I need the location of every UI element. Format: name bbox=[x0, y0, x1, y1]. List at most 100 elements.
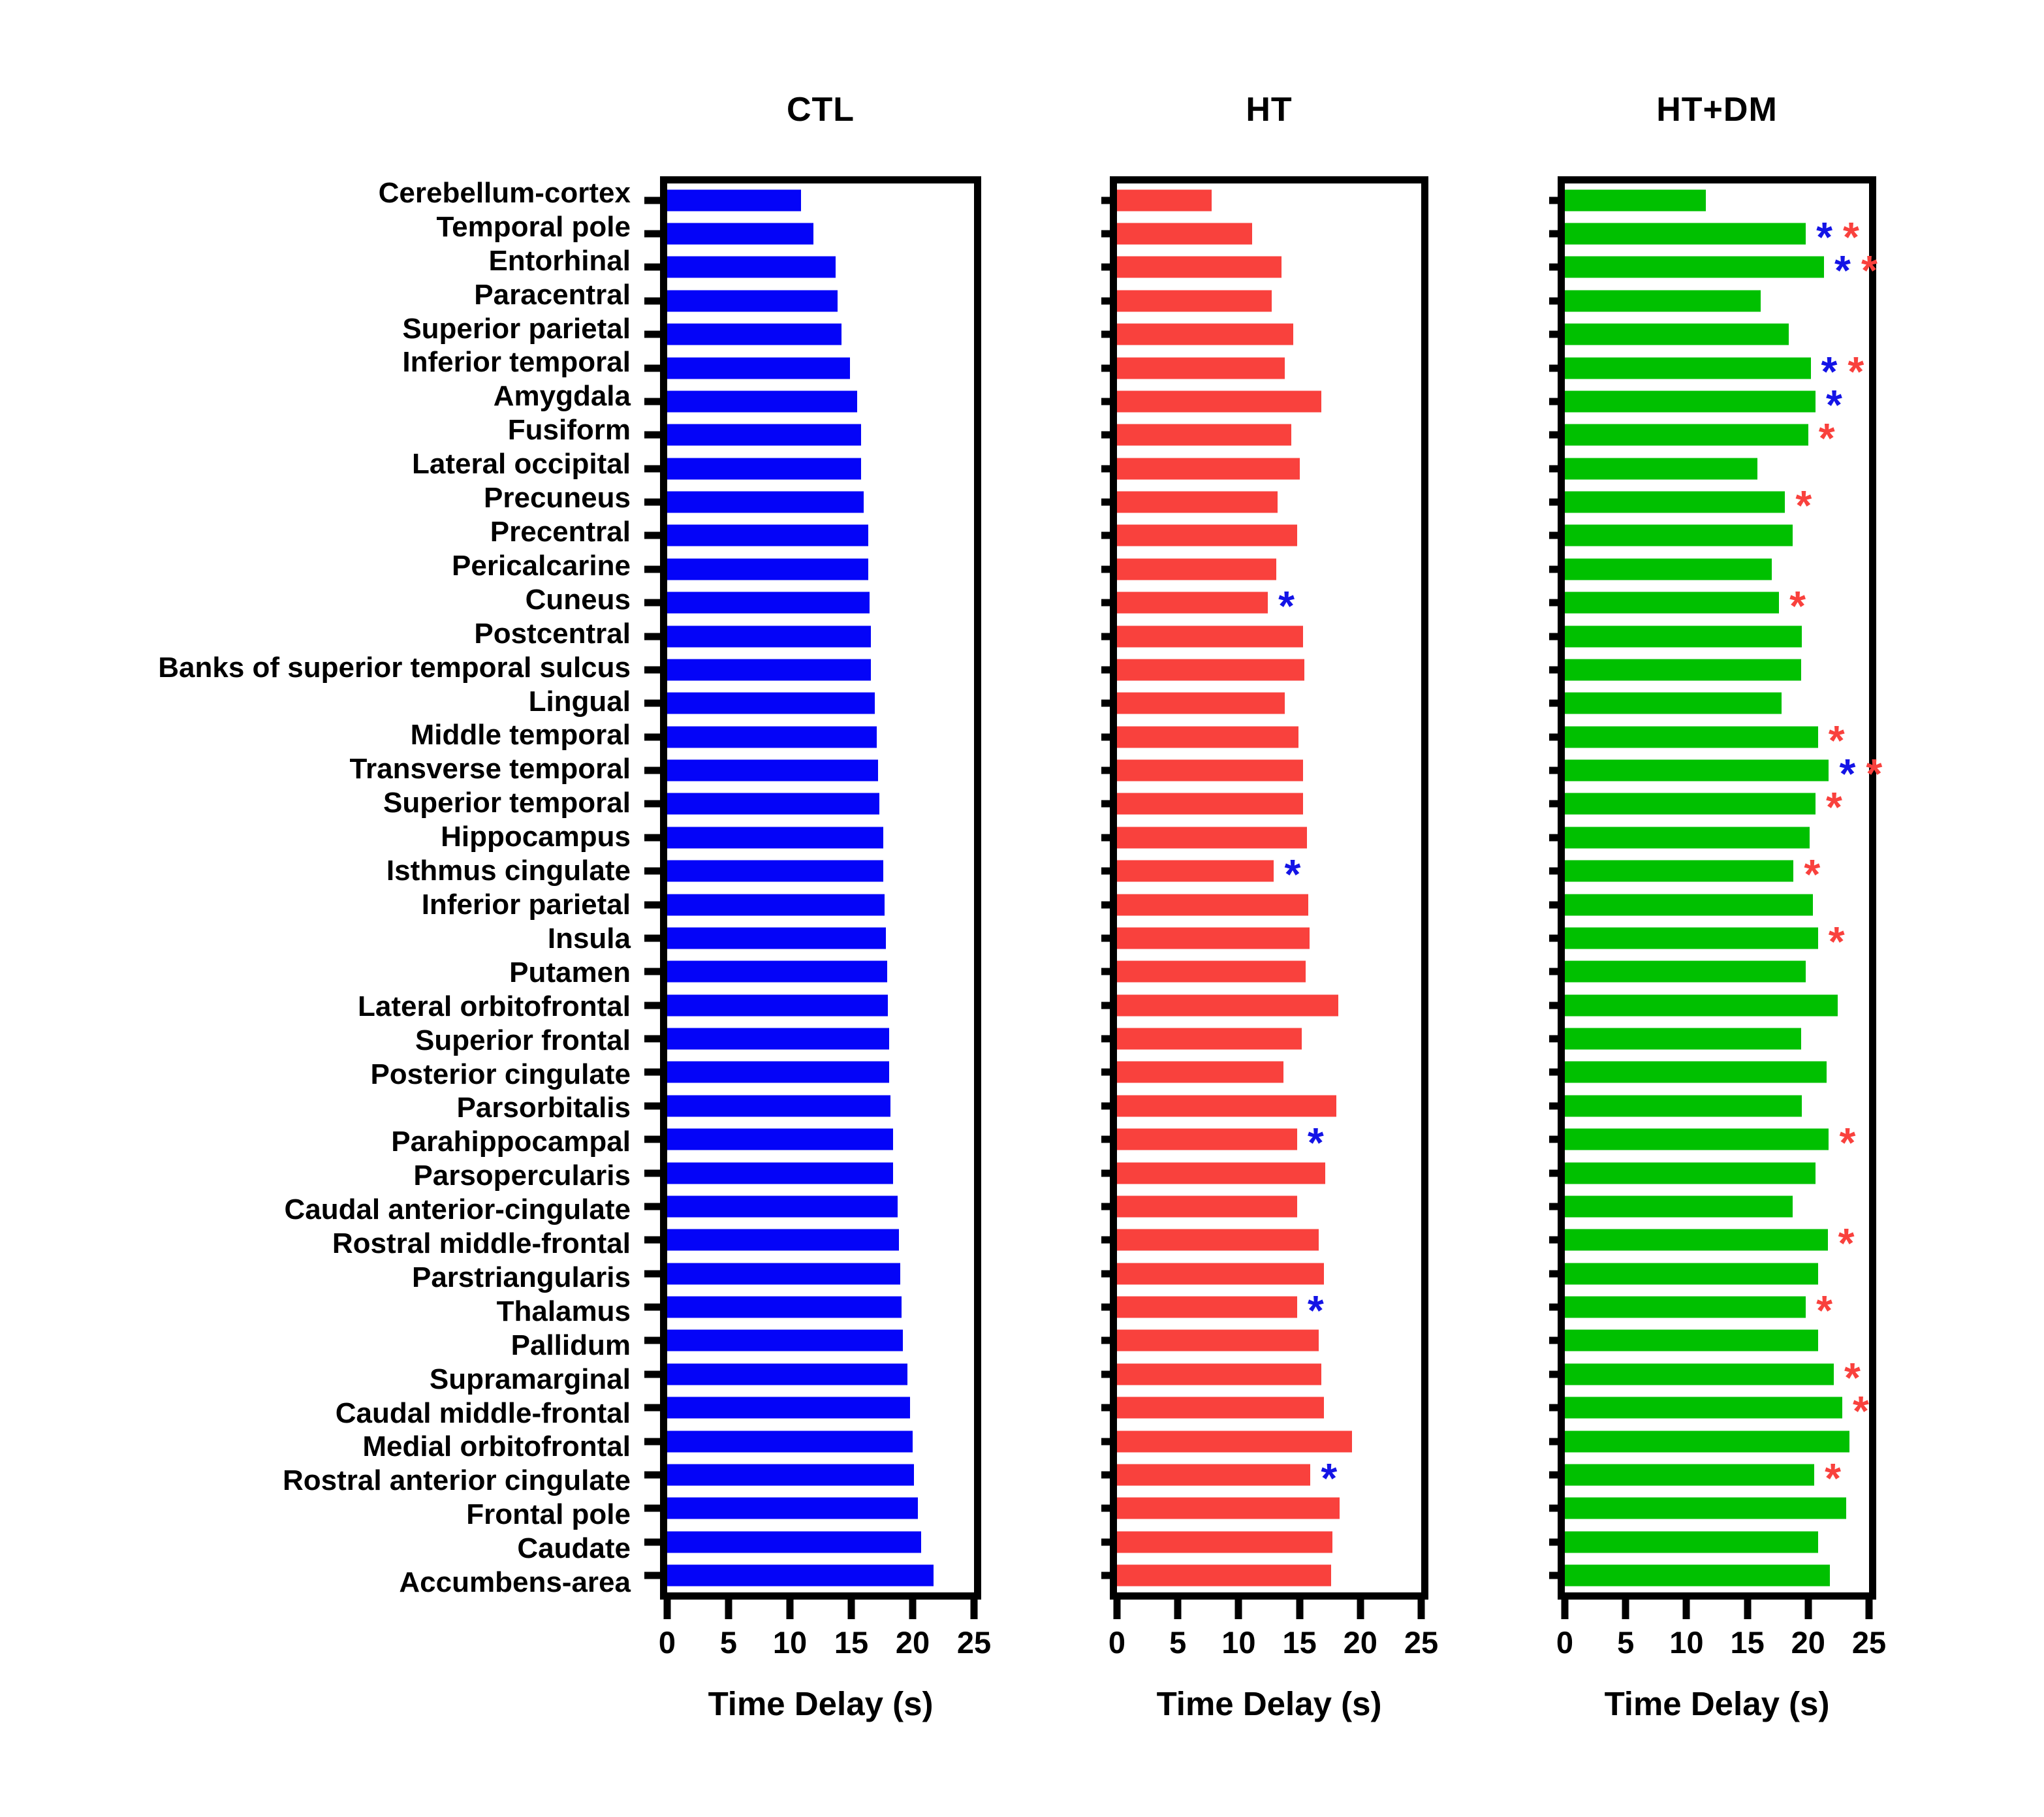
bar bbox=[1565, 860, 1794, 882]
bar-row bbox=[1549, 988, 1869, 1022]
y-axis-tick bbox=[1549, 330, 1558, 338]
red-asterisk-icon: * bbox=[1866, 750, 1883, 797]
bar-row bbox=[644, 653, 974, 686]
bar bbox=[667, 960, 887, 983]
y-axis-tick bbox=[644, 330, 660, 338]
bar bbox=[1565, 592, 1780, 614]
bar bbox=[1565, 323, 1789, 345]
y-axis-tick bbox=[644, 531, 660, 539]
bar bbox=[667, 1162, 893, 1184]
bar-row: * * bbox=[1549, 753, 1882, 795]
bar bbox=[1565, 659, 1801, 681]
x-axis-tick-label: 0 bbox=[1108, 1625, 1126, 1660]
bar bbox=[1117, 692, 1285, 714]
bar-row bbox=[1101, 1525, 1421, 1558]
bar-row: * * bbox=[1549, 249, 1878, 291]
bar-row: * bbox=[1101, 1457, 1421, 1499]
y-axis-tick bbox=[1101, 263, 1110, 271]
y-axis-tick bbox=[1101, 330, 1110, 338]
red-asterisk-icon: * bbox=[1818, 415, 1835, 462]
significance-markers: * bbox=[1308, 1122, 1324, 1163]
bar-row bbox=[1549, 1056, 1869, 1089]
y-axis-tick bbox=[1101, 800, 1110, 808]
bar-row: * bbox=[1549, 1457, 1869, 1499]
bar-row: * bbox=[1549, 484, 1869, 526]
bar-row bbox=[1101, 217, 1421, 250]
bar bbox=[1565, 827, 1810, 849]
significance-markers: * bbox=[1839, 1122, 1855, 1163]
x-axis-tick bbox=[1296, 1600, 1304, 1619]
bar-row: * bbox=[1549, 1122, 1869, 1163]
y-axis-label: Cuneus bbox=[525, 583, 631, 616]
y-axis-label: Medial orbitofrontal bbox=[362, 1430, 631, 1463]
significance-markers: * * bbox=[1834, 249, 1878, 291]
bar bbox=[667, 1564, 934, 1587]
bar bbox=[1565, 692, 1782, 714]
panel-ctl: Time Delay (s) 0 5 10 15 20 25 bbox=[644, 176, 991, 1722]
x-axis-tick bbox=[909, 1600, 917, 1619]
red-asterisk-icon: * bbox=[1844, 1353, 1861, 1401]
bar bbox=[667, 390, 858, 413]
bar bbox=[1565, 558, 1772, 580]
bar bbox=[1117, 1531, 1332, 1553]
y-axis-tick bbox=[644, 1102, 660, 1110]
bar bbox=[667, 659, 872, 681]
bar bbox=[1565, 1061, 1827, 1083]
bar bbox=[667, 759, 879, 782]
bar bbox=[1565, 894, 1814, 916]
y-axis-tick bbox=[1101, 666, 1110, 674]
bar bbox=[667, 994, 888, 1017]
bar-row bbox=[644, 1190, 974, 1223]
bar bbox=[667, 1028, 890, 1050]
bar-row bbox=[644, 720, 974, 753]
red-asterisk-icon: * bbox=[1828, 716, 1845, 764]
plot-frame bbox=[1558, 176, 1876, 1600]
significance-markers: * bbox=[1804, 853, 1820, 895]
bar bbox=[1117, 1464, 1311, 1486]
bar-row bbox=[644, 1123, 974, 1156]
bar bbox=[667, 1497, 918, 1519]
bar-row: * bbox=[1549, 1222, 1869, 1264]
x-axis-tick-label: 10 bbox=[772, 1625, 808, 1660]
bar bbox=[667, 491, 864, 513]
bar bbox=[667, 290, 838, 312]
x-axis-tick-label: 20 bbox=[1791, 1625, 1825, 1660]
y-axis-tick bbox=[1101, 1471, 1110, 1479]
bar-row bbox=[1101, 687, 1421, 720]
bar-row bbox=[644, 821, 974, 854]
bar bbox=[1565, 357, 1811, 379]
bar-row bbox=[1101, 1492, 1421, 1525]
x-axis-title: Time Delay (s) bbox=[1156, 1685, 1382, 1722]
y-axis-label: Transverse temporal bbox=[349, 753, 631, 785]
bar-row bbox=[644, 687, 974, 720]
y-axis-label: Rostral anterior cingulate bbox=[282, 1464, 631, 1497]
y-axis-label: Temporal pole bbox=[436, 210, 631, 243]
bars-container bbox=[644, 183, 974, 1592]
y-axis-tick bbox=[1549, 431, 1558, 439]
y-axis-tick bbox=[1101, 901, 1110, 909]
bar-row bbox=[644, 217, 974, 250]
bars-container: * * * * * * * * * * * * * * * * * * * * * * bbox=[1549, 183, 1882, 1592]
y-axis-tick bbox=[644, 297, 660, 305]
bar-row bbox=[644, 284, 974, 317]
x-axis-tick-label: 25 bbox=[1404, 1625, 1439, 1660]
y-axis-tick bbox=[644, 1370, 660, 1378]
red-asterisk-icon: * bbox=[1828, 917, 1845, 965]
bar bbox=[1565, 1162, 1816, 1184]
y-axis-tick bbox=[1549, 1471, 1558, 1479]
bar bbox=[1117, 1296, 1297, 1318]
significance-markers: * bbox=[1826, 786, 1842, 828]
y-axis-tick bbox=[1101, 1002, 1110, 1009]
bar bbox=[667, 323, 841, 345]
x-axis-tick-label: 20 bbox=[895, 1625, 930, 1660]
x-axis-tick-label: 10 bbox=[1669, 1625, 1704, 1660]
x-axis-tick-label: 15 bbox=[1282, 1625, 1317, 1660]
bar-row bbox=[644, 1492, 974, 1525]
y-axis-tick bbox=[1549, 834, 1558, 842]
bar bbox=[1117, 1229, 1319, 1251]
y-axis-tick bbox=[644, 498, 660, 506]
bar-row: * bbox=[1101, 585, 1421, 627]
y-axis-label: Inferior temporal bbox=[402, 346, 631, 379]
blue-asterisk-icon: * bbox=[1284, 850, 1301, 898]
